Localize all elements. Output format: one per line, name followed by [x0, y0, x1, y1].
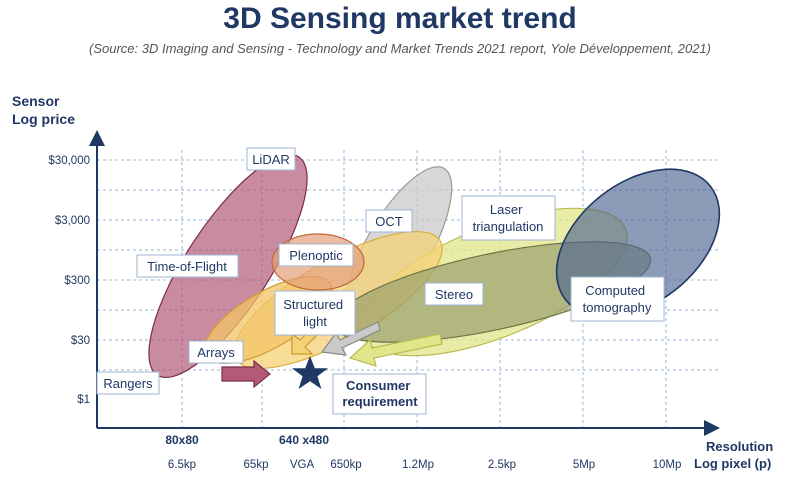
- x-tick-label-top: 80x80: [165, 433, 199, 447]
- y-tick-label: $3,000: [55, 215, 90, 227]
- time-of-flight-label: Time-of-Flight: [147, 259, 227, 274]
- y-tick-label: $30,000: [48, 155, 90, 167]
- structured-light-label: Structured light: [283, 297, 347, 329]
- y-tick-label: $1: [77, 394, 90, 406]
- rangers-label: Rangers: [103, 376, 153, 391]
- computed-tomography-label: Computed tomography: [583, 283, 652, 315]
- x-tick-label-top: 640 x480: [279, 433, 329, 447]
- structured-light-label-box: [274, 290, 356, 336]
- lidar-label: LiDAR: [252, 152, 290, 167]
- y-tick-label: $300: [64, 275, 90, 287]
- consumer-requirement-label-line1: Consumer: [346, 378, 410, 393]
- computed-tomography-label-line2: tomography: [583, 300, 652, 315]
- x-tick-label: 65kp: [244, 459, 269, 471]
- trend-arrows: [221, 321, 443, 389]
- arrays-label-box: [188, 340, 244, 364]
- x-tick-label: 6.5kp: [168, 459, 196, 471]
- chart-title: 3D Sensing market trend: [223, 2, 577, 35]
- x-tick-label: 650kp: [330, 459, 361, 471]
- x-axis-label-line2: Log pixel (p): [694, 456, 771, 471]
- x-tick-label: 10Mp: [653, 459, 682, 471]
- consumer-requirement-label-box: [332, 373, 427, 415]
- x-tick-label: 1.2Mp: [402, 459, 434, 471]
- structured-light-label-line2: light: [303, 314, 327, 329]
- arrays-label: Arrays: [197, 345, 235, 360]
- x-tick-label: 5Mp: [573, 459, 595, 471]
- consumer-requirement-label-line2: requirement: [342, 394, 418, 409]
- laser-triangulation-label-box: [461, 195, 556, 241]
- consumer-requirement-label: Consumer requirement: [342, 378, 418, 409]
- x-axis-label-line1: Resolution: [706, 439, 773, 454]
- rangers-label-box: [96, 371, 160, 395]
- x-tick-label: 2.5kp: [488, 459, 516, 471]
- structured-light-label-line1: Structured: [283, 297, 343, 312]
- time-of-flight-label-box: [136, 254, 239, 278]
- stereo-label: Stereo: [435, 287, 473, 302]
- y-tick-label: $30: [71, 335, 90, 347]
- oct-label: OCT: [375, 214, 403, 229]
- laser-triangulation-label-line2: triangulation: [473, 219, 544, 234]
- stereo-label-box: [424, 282, 484, 306]
- stereo-trend-arrow: [348, 333, 443, 367]
- x-tick-label: VGA: [290, 459, 315, 471]
- computed-tomography-label-line1: Computed: [585, 283, 645, 298]
- computed-tomography-label-box: [570, 276, 665, 322]
- oct-trend-arrow: [320, 321, 381, 356]
- plenoptic-label-box: [278, 243, 354, 267]
- arrays-trend-arrow: [221, 359, 271, 389]
- consumer-requirement-star-icon: [292, 356, 328, 389]
- oct-label-box: [365, 209, 413, 233]
- chart-subtitle: (Source: 3D Imaging and Sensing - Techno…: [89, 41, 711, 56]
- y-axis-label-line2: Log price: [12, 111, 75, 127]
- plenoptic-label: Plenoptic: [289, 248, 343, 263]
- lidar-label-box: [246, 147, 296, 171]
- laser-triangulation-label-line1: Laser: [490, 202, 523, 217]
- y-axis-label-line1: Sensor: [12, 93, 60, 109]
- laser-triangulation-label: Laser triangulation: [473, 202, 544, 234]
